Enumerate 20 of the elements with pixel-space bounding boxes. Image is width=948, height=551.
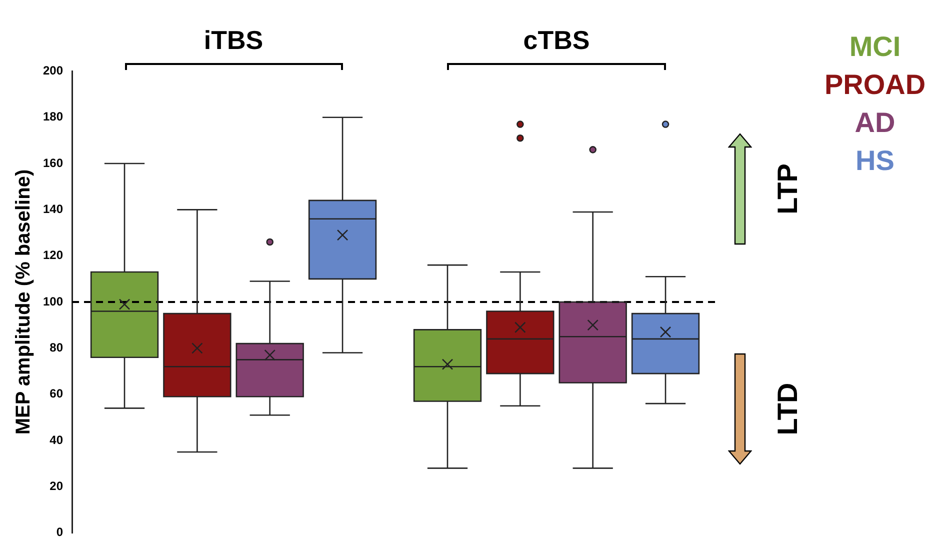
- y-tick-label: 120: [42, 248, 64, 262]
- y-tick-label: 180: [42, 110, 64, 124]
- x-tick-label: cTBS: [523, 24, 590, 55]
- x-tick-label: iTBS: [204, 24, 264, 55]
- y-tick-label: 100: [42, 294, 64, 308]
- text: AD: [854, 106, 896, 140]
- y-tick-label: 0: [56, 525, 64, 540]
- text: LTD: [772, 382, 804, 438]
- y-tick-label: 160: [42, 156, 64, 170]
- text: PROAD: [824, 68, 926, 102]
- text: MCI: [849, 30, 901, 64]
- y-tick-label: 200: [42, 64, 64, 78]
- y-tick-label: 140: [42, 202, 64, 216]
- y-tick-label: 80: [50, 340, 64, 354]
- text: HS: [856, 144, 894, 178]
- y-axis-title: MEP amplitude (% baseline): [12, 169, 35, 435]
- y-tick-label: 60: [50, 386, 64, 401]
- y-tick-label: 20: [50, 478, 64, 493]
- text: LTP: [772, 162, 804, 216]
- y-tick-label: 40: [50, 432, 64, 447]
